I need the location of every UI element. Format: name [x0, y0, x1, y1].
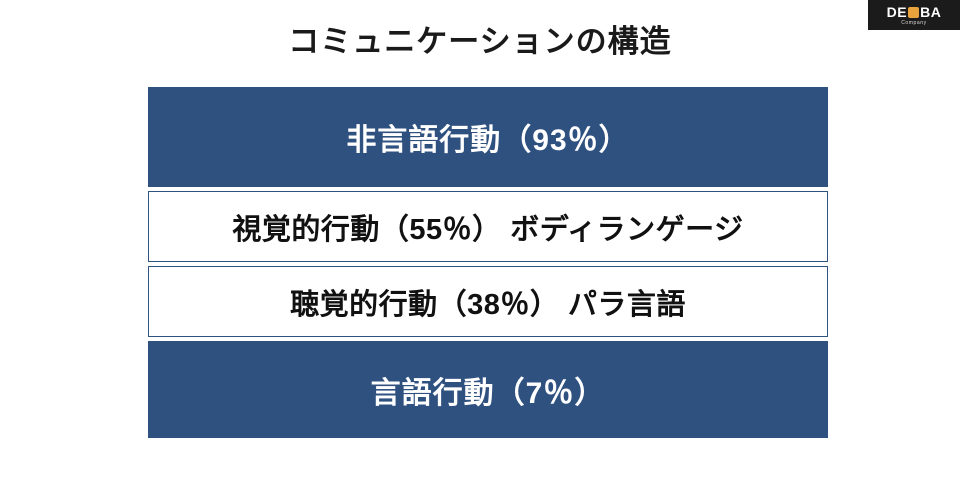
page-title: コミュニケーションの構造: [288, 24, 672, 59]
company-logo: DE BA Company: [868, 0, 960, 30]
logo-wordmark: DE BA: [887, 5, 942, 19]
bar-verbal-label: 言語行動（7％）: [370, 376, 606, 410]
logo-text-left: DE: [886, 3, 908, 20]
bar-nonverbal: 非言語行動（93％）: [148, 87, 828, 187]
logo-square-icon: [908, 7, 920, 18]
bar-visual: 視覚的行動（55％） ボディランゲージ: [148, 191, 828, 262]
bar-auditory: 聴覚的行動（38％） パラ言語: [148, 266, 828, 337]
structure-diagram: 非言語行動（93％） 視覚的行動（55％） ボディランゲージ 聴覚的行動（38％…: [148, 87, 828, 438]
bar-verbal: 言語行動（7％）: [148, 341, 828, 438]
bar-nonverbal-label: 非言語行動（93％）: [346, 124, 630, 157]
logo-text-right: BA: [920, 3, 942, 20]
logo-tagline: Company: [901, 19, 927, 26]
bar-auditory-label: 聴覚的行動（38％） パラ言語: [290, 288, 686, 321]
bar-visual-label: 視覚的行動（55％） ボディランゲージ: [232, 213, 744, 246]
